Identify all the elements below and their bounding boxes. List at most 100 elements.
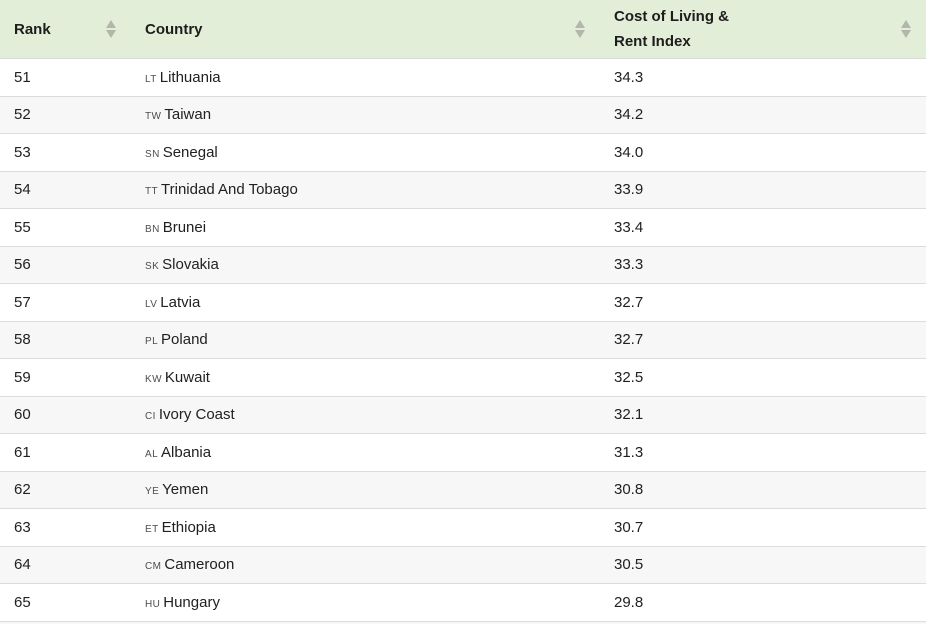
column-header-rank[interactable]: Rank	[0, 0, 131, 58]
country-code: TW	[145, 111, 162, 123]
country-code: TT	[145, 186, 159, 198]
table-row: 64 CM Cameroon 30.5	[0, 546, 926, 584]
country-code: ET	[145, 523, 159, 535]
value-cell: 32.7	[614, 331, 644, 349]
rank-cell: 63	[14, 518, 31, 536]
rank-cell: 53	[14, 143, 31, 161]
sort-icon[interactable]	[106, 20, 116, 38]
column-header-rank-label: Rank	[14, 20, 51, 38]
country-name: Ethiopia	[161, 518, 216, 536]
country-code: SK	[145, 261, 160, 273]
value-cell: 34.3	[614, 68, 644, 86]
rank-cell: 64	[14, 556, 31, 574]
table-row: 52 TW Taiwan 34.2	[0, 96, 926, 134]
country-code: HU	[145, 598, 161, 610]
table-row: 61 AL Albania 31.3	[0, 434, 926, 472]
column-header-country-label: Country	[145, 20, 203, 38]
value-cell: 33.4	[614, 218, 644, 236]
country-code: KW	[145, 373, 162, 385]
sort-icon[interactable]	[575, 20, 585, 38]
country-cell: AL Albania	[131, 444, 600, 461]
rank-cell: 56	[14, 256, 31, 274]
value-cell: 33.9	[614, 181, 644, 199]
table-row: 59 KW Kuwait 32.5	[0, 359, 926, 397]
table-row: 53 SN Senegal 34.0	[0, 134, 926, 172]
rank-cell: 60	[14, 406, 31, 424]
country-cell: SK Slovakia	[131, 256, 600, 273]
country-name: Latvia	[160, 293, 201, 311]
value-cell: 33.3	[614, 256, 644, 274]
rank-cell: 55	[14, 218, 31, 236]
value-cell: 31.3	[614, 443, 644, 461]
country-cell: HU Hungary	[131, 594, 600, 611]
country-cell: KW Kuwait	[131, 369, 600, 386]
rankings-table: Rank Country Cost of Living & Rent Index…	[0, 0, 926, 622]
table-row: 58 PL Poland 32.7	[0, 321, 926, 359]
country-name: Senegal	[162, 143, 218, 161]
country-code: PL	[145, 336, 159, 348]
value-cell: 32.5	[614, 368, 644, 386]
sort-up-arrow-icon	[106, 20, 116, 28]
country-code: SN	[145, 148, 160, 160]
table-row: 63 ET Ethiopia 30.7	[0, 509, 926, 547]
country-cell: TT Trinidad And Tobago	[131, 181, 600, 198]
table-row: 60 CI Ivory Coast 32.1	[0, 396, 926, 434]
country-cell: SN Senegal	[131, 144, 600, 161]
country-name: Brunei	[162, 218, 207, 236]
country-cell: CM Cameroon	[131, 556, 600, 573]
sort-icon[interactable]	[901, 20, 911, 38]
country-name: Trinidad And Tobago	[161, 181, 298, 199]
value-cell: 30.7	[614, 518, 644, 536]
rank-cell: 65	[14, 593, 31, 611]
column-header-country[interactable]: Country	[131, 0, 600, 58]
country-code: YE	[145, 486, 160, 498]
country-name: Slovakia	[162, 256, 219, 274]
table-row: 54 TT Trinidad And Tobago 33.9	[0, 171, 926, 209]
country-code: CI	[145, 411, 156, 423]
table-row: 56 SK Slovakia 33.3	[0, 246, 926, 284]
country-cell: LV Latvia	[131, 294, 600, 311]
table-row: 51 LT Lithuania 34.3	[0, 59, 926, 97]
table-row: 65 HU Hungary 29.8	[0, 584, 926, 622]
country-name: Albania	[161, 443, 212, 461]
country-code: AL	[145, 448, 159, 460]
country-name: Hungary	[163, 593, 220, 611]
sort-down-arrow-icon	[575, 30, 585, 38]
rank-cell: 51	[14, 68, 31, 86]
sort-down-arrow-icon	[901, 30, 911, 38]
rank-cell: 59	[14, 368, 31, 386]
value-cell: 30.5	[614, 556, 644, 574]
country-cell: TW Taiwan	[131, 106, 600, 123]
rank-cell: 57	[14, 293, 31, 311]
value-cell: 32.7	[614, 293, 644, 311]
country-code: LV	[145, 298, 158, 310]
country-cell: BN Brunei	[131, 219, 600, 236]
country-cell: YE Yemen	[131, 481, 600, 498]
country-cell: LT Lithuania	[131, 69, 600, 86]
sort-up-arrow-icon	[901, 20, 911, 28]
sort-down-arrow-icon	[106, 30, 116, 38]
country-name: Cameroon	[164, 556, 235, 574]
value-cell: 32.1	[614, 406, 644, 424]
sort-up-arrow-icon	[575, 20, 585, 28]
value-cell: 34.0	[614, 143, 644, 161]
table-row: 55 BN Brunei 33.4	[0, 209, 926, 247]
column-header-cost-of-living-rent-index[interactable]: Cost of Living & Rent Index	[600, 0, 926, 58]
table-header-row: Rank Country Cost of Living & Rent Index	[0, 0, 926, 59]
value-cell: 29.8	[614, 593, 644, 611]
country-code: CM	[145, 561, 162, 573]
country-cell: ET Ethiopia	[131, 519, 600, 536]
country-code: BN	[145, 223, 160, 235]
country-cell: CI Ivory Coast	[131, 406, 600, 423]
country-name: Ivory Coast	[158, 406, 235, 424]
value-cell: 34.2	[614, 106, 644, 124]
country-name: Poland	[161, 331, 208, 349]
table-body: 51 LT Lithuania 34.3 52 TW Taiwan 34.2 53 …	[0, 59, 926, 622]
column-header-index-label: Cost of Living & Rent Index	[614, 8, 729, 50]
country-name: Lithuania	[159, 68, 221, 86]
rank-cell: 54	[14, 181, 31, 199]
rank-cell: 58	[14, 331, 31, 349]
value-cell: 30.8	[614, 481, 644, 499]
country-code: LT	[145, 73, 157, 85]
country-name: Taiwan	[164, 106, 212, 124]
